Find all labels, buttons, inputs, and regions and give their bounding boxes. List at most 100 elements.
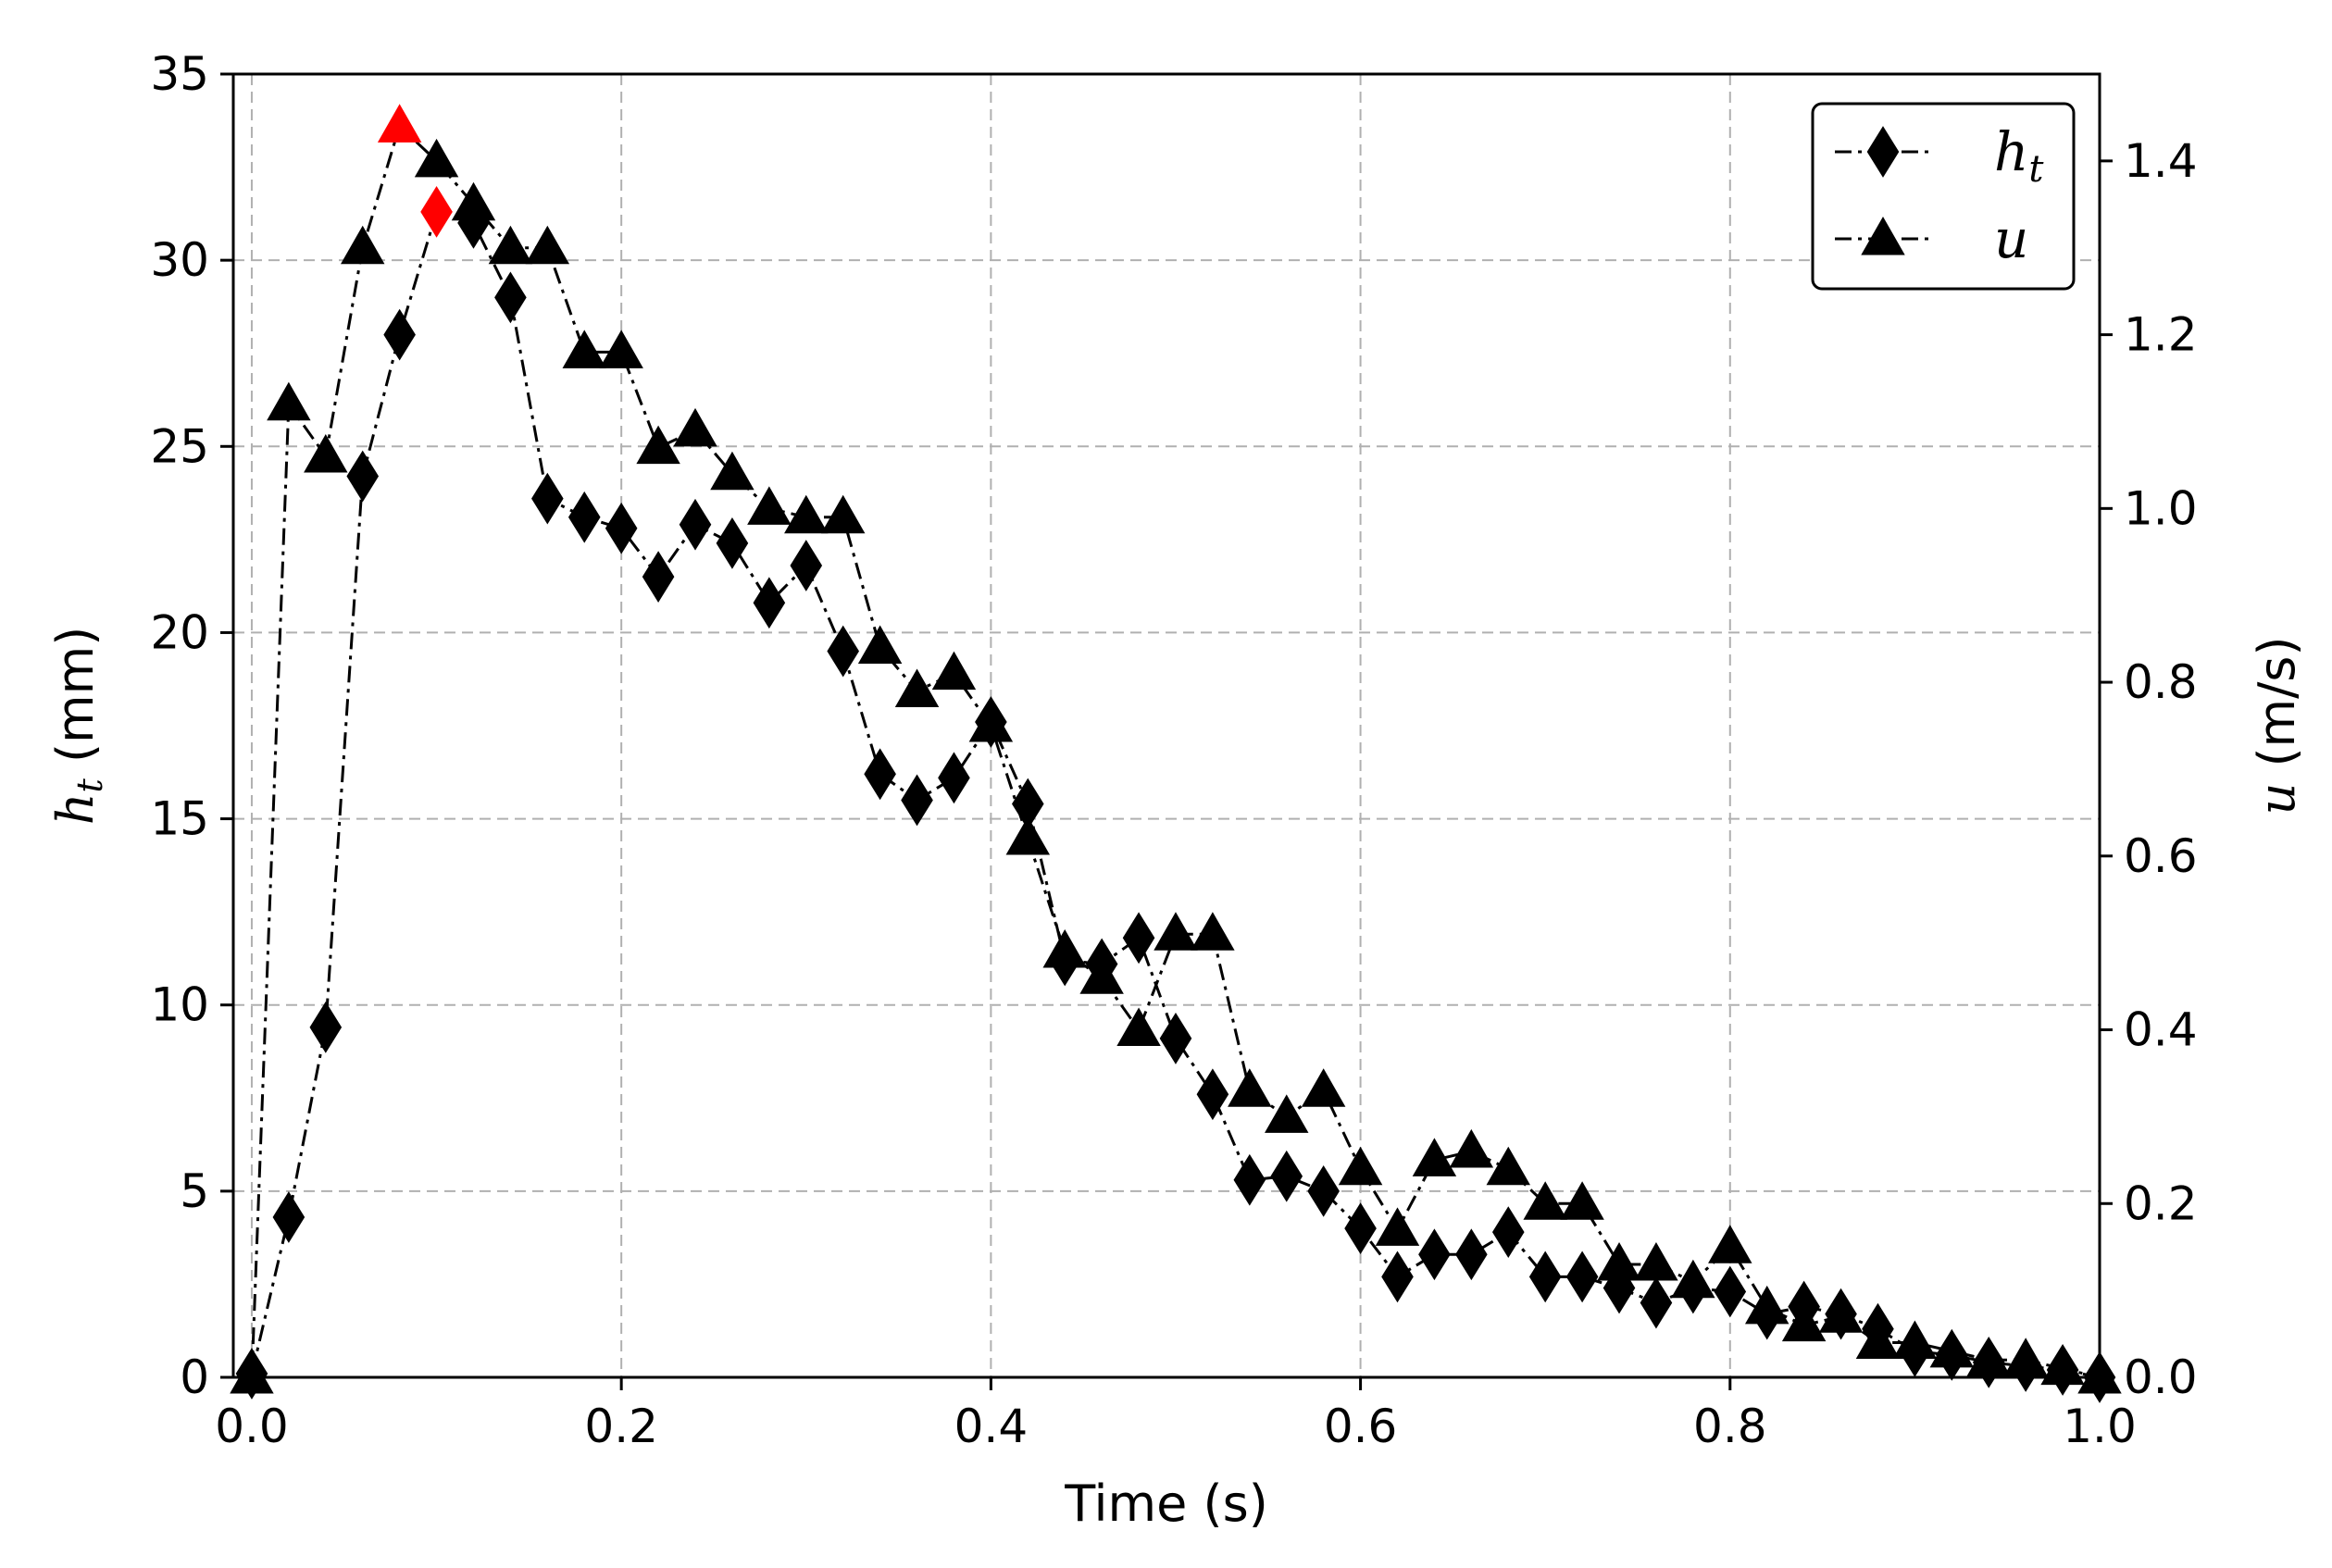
data-point-h_t [1528,1251,1562,1303]
y-left-tick-label: 10 [150,978,209,1032]
data-point-h_t [420,185,453,238]
x-tick-label: 0.4 [954,1400,1029,1453]
data-point-u [1116,1007,1161,1047]
y-right-tick-label: 1.4 [2124,134,2198,188]
legend-marker [1861,216,1905,255]
data-point-h_t [642,551,675,603]
data-point-u [267,381,311,421]
y-left-tick-label: 15 [150,792,209,846]
data-point-u [2003,1338,2048,1376]
x-tick-label: 0.8 [1693,1400,1767,1453]
legend-marker [1866,126,1900,178]
data-point-h_t [1491,1206,1525,1259]
data-point-u [414,138,459,178]
y-right-tick-label: 0.6 [2124,829,2198,883]
data-point-u [820,494,866,534]
data-point-u [1449,1128,1494,1168]
y-left-tick-label: 30 [150,233,209,287]
data-point-h_t [1344,1202,1377,1254]
data-point-h_t [346,450,380,503]
x-tick-label: 0.2 [584,1400,658,1453]
data-point-u [2040,1346,2085,1386]
series-layer [230,104,2122,1403]
data-point-h_t [494,271,527,324]
data-point-h_t [1565,1251,1599,1303]
data-point-u [1744,1285,1790,1325]
data-point-u [1042,929,1087,968]
data-point-h_t [901,774,933,827]
y-left-subscript: t [69,778,110,793]
data-point-u [304,433,348,473]
y-left-tick-label: 5 [180,1164,209,1218]
data-point-u [1597,1241,1641,1281]
data-point-u [894,668,940,707]
y-right-tick-label: 0.8 [2124,655,2198,709]
data-point-u [1818,1294,1864,1333]
data-point-u [1412,1138,1457,1176]
y-left-symbol: h [46,793,105,826]
data-point-h_t [1307,1164,1340,1217]
y-right-tick-label: 0.2 [2124,1176,2198,1230]
y-axis-right-label: u (m/s) [2248,636,2306,815]
legend-entries: ht u [1835,120,2044,270]
data-point-u [1929,1328,1975,1368]
data-point-u [340,225,385,265]
data-point-h_t [827,625,859,678]
y-left-tick-label: 25 [150,419,209,473]
x-axis-label: Time (s) [1064,1475,1268,1533]
data-point-h_t [1159,1013,1192,1064]
data-point-h_t [1270,1150,1303,1202]
data-point-h_t [679,498,712,551]
data-point-u [1634,1241,1678,1281]
data-point-u [562,330,606,368]
data-point-u [710,451,754,491]
data-point-u [931,651,977,691]
data-point-u [1301,1068,1346,1107]
data-point-u [1892,1320,1938,1359]
data-point-u [968,703,1014,742]
data-point-h_t [383,308,416,361]
legend-label: u [1994,207,2028,270]
data-point-u [1228,1068,1272,1107]
series-line-u [250,123,2101,1379]
data-point-u [230,1354,274,1394]
data-point-u [784,494,829,534]
data-point-h_t [1418,1228,1451,1281]
data-point-u [1855,1320,1901,1359]
y-left-tick-label: 20 [150,605,209,659]
data-point-u [857,625,903,665]
data-point-h_t [272,1191,306,1243]
data-point-u [1191,912,1235,951]
y-right-tick-label: 1.0 [2124,481,2198,535]
data-point-h_t [1714,1265,1747,1318]
y-right-tick-label: 0.0 [2124,1350,2198,1404]
y-right-tick-label: 1.2 [2124,308,2198,362]
data-point-u [1671,1259,1715,1299]
grid [233,73,2101,1378]
data-point-h_t [567,491,601,543]
legend-label: ht [1994,120,2044,191]
legend-box [1811,102,2076,291]
data-point-u [1560,1181,1604,1220]
data-point-h_t [1455,1228,1488,1281]
data-point-u [1005,816,1051,855]
data-point-u [488,225,533,265]
plot-frame [231,72,2101,1379]
data-point-u [1375,1207,1420,1246]
data-point-u [1265,1094,1309,1133]
data-point-u [1079,955,1124,994]
data-point-h_t [1233,1153,1266,1206]
data-point-h_t [1196,1068,1229,1121]
data-point-h_t [864,748,896,801]
y-right-tick-label: 0.4 [2124,1003,2198,1057]
x-tick-label: 0.6 [1324,1400,1398,1453]
data-point-h_t [938,752,970,804]
ticks: 0.0 0.2 0.4 0.6 0.8 1.0 0 5 10 15 20 25 30 35 0.0 0.2 0.… [150,47,2197,1453]
data-point-h_t [753,577,786,629]
data-point-h_t [605,502,638,554]
x-tick-label: 0.0 [215,1400,289,1453]
data-point-u [1708,1225,1752,1263]
data-point-h_t [1381,1251,1414,1303]
data-point-u [1781,1302,1827,1342]
y-right-unit: (m/s) [2248,636,2306,782]
